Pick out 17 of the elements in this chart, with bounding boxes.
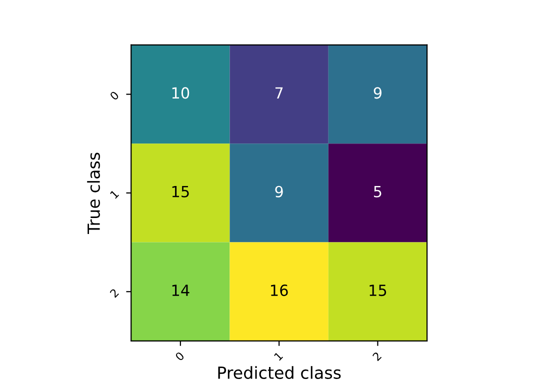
data-label: 9 [374, 87, 382, 99]
y-tick-label: 0 [109, 90, 120, 101]
data-label: 7 [275, 87, 283, 98]
x-tick-label: 1 [274, 352, 284, 361]
data-label: 14 [172, 284, 190, 296]
x-tick-label: 0 [174, 351, 185, 362]
data-label: 15 [172, 186, 189, 198]
y-tick-label: 1 [110, 190, 120, 199]
data-label: 15 [370, 284, 386, 296]
y-tick-label: 2 [109, 288, 119, 298]
data-label: 16 [271, 284, 288, 296]
x-tick-label: 2 [372, 352, 382, 362]
y-axis-title: True class [87, 152, 100, 234]
x-axis-title: Predicted class [218, 366, 341, 379]
data-label: 10 [172, 87, 190, 99]
data-label: 9 [275, 186, 283, 198]
data-label: 5 [374, 186, 382, 198]
